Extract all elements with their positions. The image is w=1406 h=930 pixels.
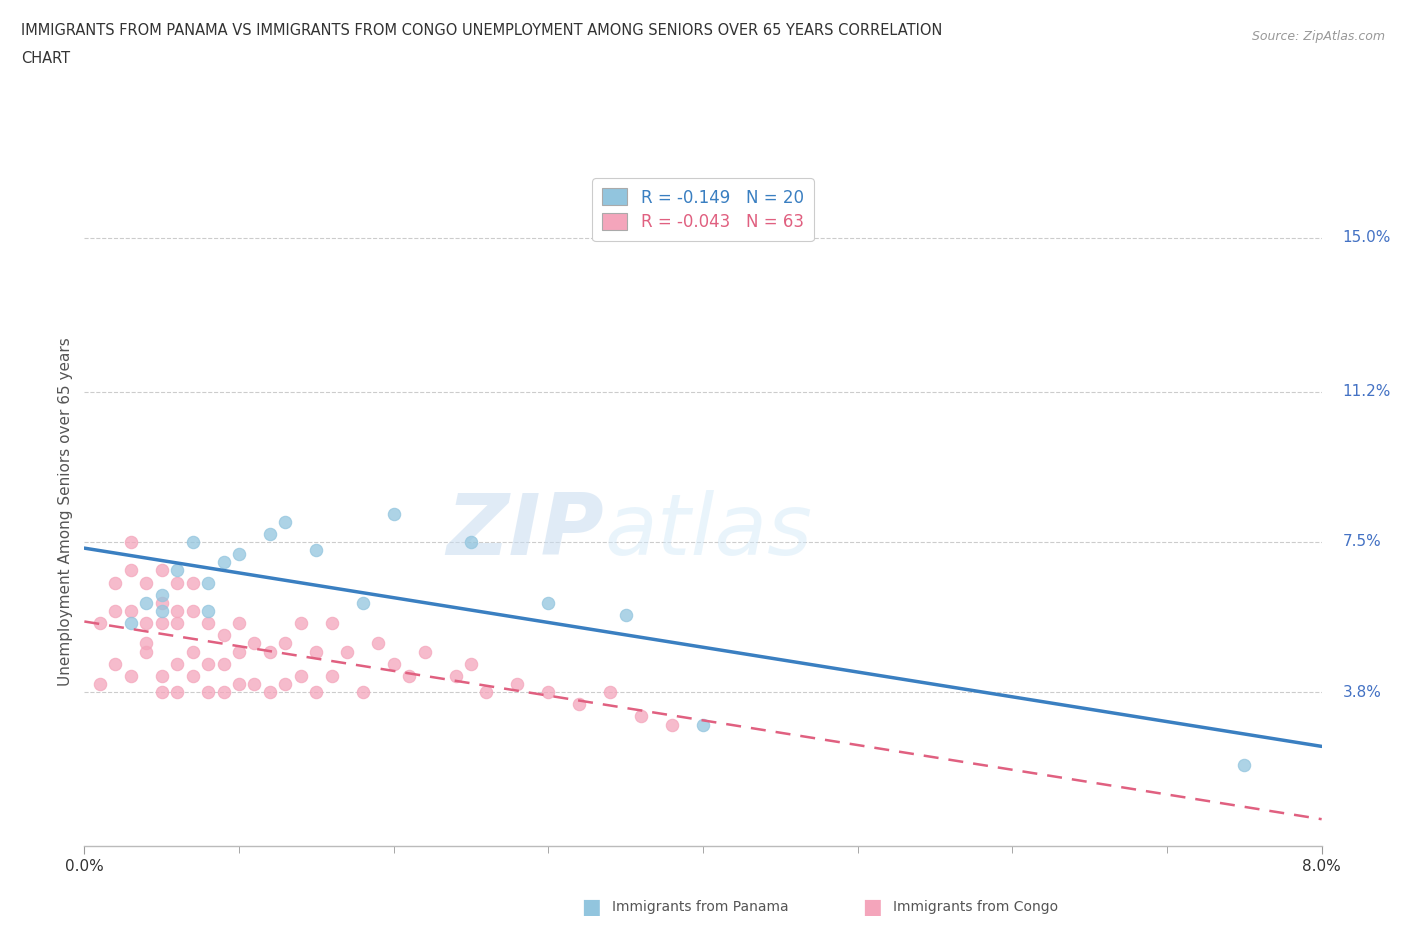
Point	[398, 669, 420, 684]
Point	[135, 644, 157, 659]
Point	[150, 669, 173, 684]
Point	[259, 684, 281, 699]
Text: 7.5%: 7.5%	[1343, 535, 1382, 550]
Point	[290, 616, 312, 631]
Point	[599, 684, 621, 699]
Point	[181, 644, 204, 659]
Point	[352, 595, 374, 610]
Point	[413, 644, 436, 659]
Point	[228, 616, 250, 631]
Point	[1233, 758, 1256, 773]
Point	[166, 684, 188, 699]
Point	[228, 644, 250, 659]
Point	[336, 644, 359, 659]
Text: ■: ■	[581, 897, 600, 917]
Point	[150, 604, 173, 618]
Point	[166, 616, 188, 631]
Point	[506, 676, 529, 691]
Text: ■: ■	[862, 897, 882, 917]
Point	[150, 595, 173, 610]
Point	[352, 684, 374, 699]
Point	[259, 526, 281, 541]
Text: CHART: CHART	[21, 51, 70, 66]
Point	[197, 616, 219, 631]
Point	[537, 684, 560, 699]
Point	[181, 535, 204, 550]
Point	[120, 616, 142, 631]
Point	[537, 595, 560, 610]
Point	[321, 616, 343, 631]
Point	[305, 684, 328, 699]
Point	[290, 669, 312, 684]
Point	[460, 535, 482, 550]
Point	[212, 657, 235, 671]
Text: 15.0%: 15.0%	[1343, 230, 1391, 246]
Point	[150, 616, 173, 631]
Text: Immigrants from Panama: Immigrants from Panama	[612, 899, 789, 914]
Point	[274, 676, 297, 691]
Point	[228, 547, 250, 562]
Point	[382, 657, 405, 671]
Point	[367, 636, 389, 651]
Point	[197, 684, 219, 699]
Point	[181, 604, 204, 618]
Point	[661, 717, 683, 732]
Y-axis label: Unemployment Among Seniors over 65 years: Unemployment Among Seniors over 65 years	[58, 338, 73, 686]
Point	[692, 717, 714, 732]
Text: ZIP: ZIP	[446, 490, 605, 573]
Point	[444, 669, 467, 684]
Text: IMMIGRANTS FROM PANAMA VS IMMIGRANTS FROM CONGO UNEMPLOYMENT AMONG SENIORS OVER : IMMIGRANTS FROM PANAMA VS IMMIGRANTS FRO…	[21, 23, 942, 38]
Point	[135, 616, 157, 631]
Point	[243, 636, 266, 651]
Point	[120, 535, 142, 550]
Point	[120, 563, 142, 578]
Point	[568, 697, 591, 711]
Point	[212, 684, 235, 699]
Point	[460, 657, 482, 671]
Point	[274, 514, 297, 529]
Text: 3.8%: 3.8%	[1343, 684, 1382, 699]
Point	[135, 575, 157, 590]
Point	[305, 644, 328, 659]
Point	[181, 575, 204, 590]
Point	[135, 595, 157, 610]
Text: Source: ZipAtlas.com: Source: ZipAtlas.com	[1251, 30, 1385, 43]
Point	[104, 575, 127, 590]
Legend: R = -0.149   N = 20, R = -0.043   N = 63: R = -0.149 N = 20, R = -0.043 N = 63	[592, 179, 814, 242]
Point	[120, 604, 142, 618]
Text: atlas: atlas	[605, 490, 813, 573]
Point	[150, 684, 173, 699]
Point	[166, 575, 188, 590]
Point	[274, 636, 297, 651]
Point	[104, 604, 127, 618]
Point	[305, 542, 328, 557]
Point	[89, 676, 111, 691]
Text: 11.2%: 11.2%	[1343, 384, 1391, 399]
Point	[614, 607, 637, 622]
Point	[197, 657, 219, 671]
Point	[259, 644, 281, 659]
Point	[89, 616, 111, 631]
Point	[166, 604, 188, 618]
Point	[150, 587, 173, 602]
Point	[166, 657, 188, 671]
Point	[104, 657, 127, 671]
Point	[120, 669, 142, 684]
Point	[181, 669, 204, 684]
Point	[166, 563, 188, 578]
Point	[197, 575, 219, 590]
Point	[150, 563, 173, 578]
Text: Immigrants from Congo: Immigrants from Congo	[893, 899, 1057, 914]
Point	[197, 604, 219, 618]
Point	[212, 628, 235, 643]
Point	[228, 676, 250, 691]
Point	[243, 676, 266, 691]
Point	[475, 684, 498, 699]
Point	[212, 555, 235, 570]
Point	[630, 709, 652, 724]
Point	[382, 506, 405, 521]
Point	[321, 669, 343, 684]
Point	[135, 636, 157, 651]
